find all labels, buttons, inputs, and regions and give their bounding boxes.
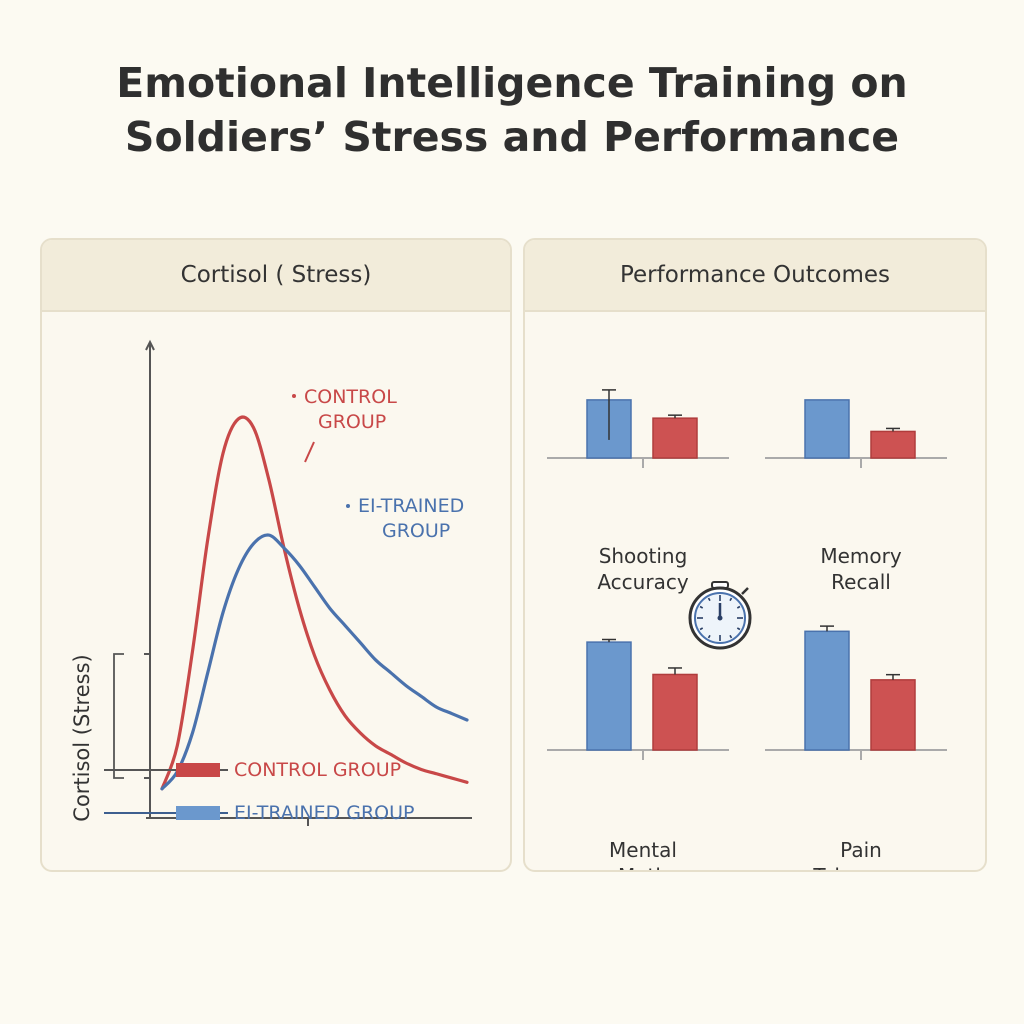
- control-group-line: [160, 415, 469, 791]
- legend-ei-swatch: [176, 806, 220, 820]
- stopwatch-icon: [688, 581, 752, 650]
- page-title-line-1: Emotional Intelligence Training on: [116, 59, 908, 107]
- ei-trained-group-line: [160, 533, 469, 791]
- legend-ei-dash: [220, 812, 228, 814]
- bar-chart-pain-tolerance: Pain Tolerance: [765, 625, 947, 872]
- legend-control-swatch: [176, 763, 220, 777]
- legend-control: CONTROL GROUP: [104, 759, 401, 781]
- performance-panel-header: Performance Outcomes: [525, 240, 985, 312]
- cortisol-panel-header: Cortisol ( Stress): [42, 240, 510, 312]
- bar-control: [870, 679, 916, 751]
- bar-control: [652, 417, 698, 459]
- bar-control: [652, 673, 698, 751]
- stopwatch-tick: [736, 627, 741, 631]
- bar-chart-label-line-1: Pain: [840, 838, 882, 862]
- cortisol-panel: Cortisol ( Stress) Cortisol (Stress)·Tim…: [40, 238, 512, 872]
- bar-chart-mental-math: Mental Math: [547, 638, 729, 872]
- legend-control-line: [104, 769, 176, 771]
- bar-chart-label-line-1: Memory: [820, 544, 902, 568]
- bar-control: [870, 430, 916, 459]
- control-label-leader: [304, 441, 315, 463]
- bar-chart-label-line-2: Recall: [831, 570, 891, 594]
- control-curve-label-line-1: CONTROL: [304, 386, 397, 408]
- cortisol-line-chart: Cortisol (Stress)·TimeCONTROLGROUPEI-TRA…: [70, 339, 472, 826]
- legend-ei: EI-TRAINED GROUP: [104, 802, 415, 824]
- y-axis-arrow: [145, 339, 155, 351]
- stopwatch-tick: [707, 597, 711, 602]
- bar-ei-trained: [804, 630, 850, 751]
- page-title-line-2: Soldiers’ Stress and Performance: [124, 113, 900, 161]
- control-curve-label-line-2: GROUP: [318, 411, 386, 433]
- ei-curve-label-line-1: EI-TRAINED: [358, 495, 464, 517]
- bar-ei-trained: [586, 641, 632, 751]
- bar-chart-label-line-2: Math: [618, 864, 668, 872]
- page-title: Emotional Intelligence Training on Soldi…: [0, 56, 1024, 164]
- stopwatch-tick: [729, 597, 733, 602]
- ei-curve-label-line-2: GROUP: [382, 520, 450, 542]
- performance-bar-charts: ShootingAccuracyMemoryRecallMentalMathPa…: [547, 389, 947, 872]
- bar-chart-label-line-2: Accuracy: [597, 570, 688, 594]
- bar-ei-trained: [804, 399, 850, 459]
- bar-chart-label-line-2: Tolerance: [812, 864, 908, 872]
- ei-label-marker: [346, 504, 350, 508]
- control-label-marker: [292, 394, 296, 398]
- stopwatch-tick: [699, 627, 704, 631]
- y-axis-bracket: [113, 653, 124, 779]
- legend-control-dash: [220, 769, 228, 771]
- legend-ei-label: EI-TRAINED GROUP: [234, 802, 415, 824]
- bar-chart-label-line-1: Shooting: [599, 544, 688, 568]
- legend-ei-line: [104, 812, 176, 814]
- stopwatch-tick: [699, 605, 704, 609]
- performance-panel: Performance Outcomes Shooting Accuracy Mem…: [523, 238, 987, 872]
- y-axis-label: Cortisol (Stress): [70, 654, 94, 821]
- stopwatch-tick: [729, 634, 733, 639]
- stopwatch-tick: [707, 634, 711, 639]
- bar-chart-label-line-1: Mental: [609, 838, 677, 862]
- legend-control-label: CONTROL GROUP: [234, 759, 402, 781]
- stopwatch-tick: [736, 605, 741, 609]
